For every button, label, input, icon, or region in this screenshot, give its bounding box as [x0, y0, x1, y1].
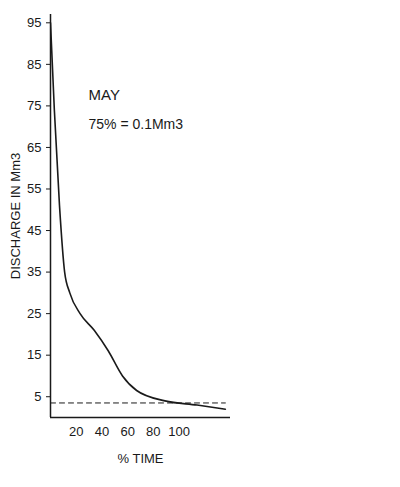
svg-text:100: 100 — [168, 424, 190, 439]
svg-text:65: 65 — [27, 140, 41, 155]
svg-text:% TIME: % TIME — [118, 451, 164, 466]
svg-text:40: 40 — [95, 424, 109, 439]
svg-text:5: 5 — [34, 389, 41, 404]
svg-text:25: 25 — [27, 306, 41, 321]
svg-text:55: 55 — [27, 181, 41, 196]
svg-text:75% = 0.1Mm3: 75% = 0.1Mm3 — [89, 116, 184, 132]
svg-text:DISCHARGE IN Mm3: DISCHARGE IN Mm3 — [8, 153, 23, 279]
svg-text:MAY: MAY — [89, 86, 120, 103]
svg-text:80: 80 — [146, 424, 160, 439]
svg-text:35: 35 — [27, 264, 41, 279]
svg-text:85: 85 — [27, 57, 41, 72]
svg-text:75: 75 — [27, 98, 41, 113]
svg-text:95: 95 — [27, 15, 41, 30]
svg-text:60: 60 — [120, 424, 134, 439]
svg-text:45: 45 — [27, 223, 41, 238]
svg-text:15: 15 — [27, 347, 41, 362]
svg-text:20: 20 — [69, 424, 83, 439]
